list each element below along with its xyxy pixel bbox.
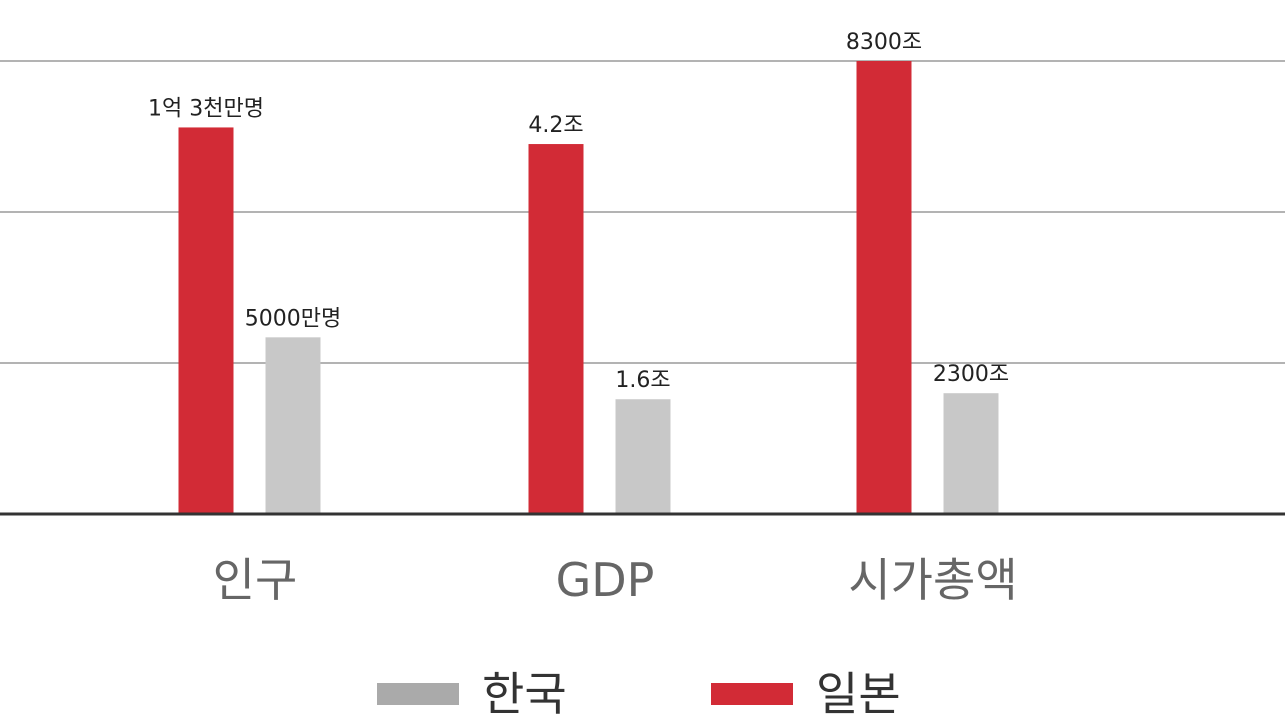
- category-label-1: GDP: [556, 553, 655, 607]
- bar-korea-2: [943, 393, 999, 514]
- legend: 한국 일본: [377, 667, 901, 721]
- bars: [178, 61, 999, 515]
- category-label-2: 시가총액: [848, 553, 1017, 607]
- bar-japan-0: [178, 127, 234, 514]
- data-labels: 1억 3천만명 4.2조 8300조 5000만명 1.6조 2300조: [148, 30, 1009, 393]
- data-label-korea-2: 2300조: [933, 362, 1009, 387]
- legend-label-1: 일본: [816, 667, 901, 721]
- bar-japan-1: [528, 144, 584, 515]
- data-label-korea-0: 5000만명: [245, 306, 341, 331]
- bar-korea-1: [615, 399, 671, 514]
- legend-label-0: 한국: [482, 667, 567, 721]
- bar-japan-2: [856, 61, 912, 514]
- category-labels: 인구 GDP 시가총액: [213, 553, 1018, 607]
- legend-swatch-1: [711, 683, 793, 705]
- category-label-0: 인구: [213, 553, 298, 607]
- data-label-japan-2: 8300조: [846, 30, 922, 55]
- data-label-japan-1: 4.2조: [528, 113, 583, 138]
- bar-korea-0: [265, 337, 321, 514]
- data-label-korea-1: 1.6조: [615, 368, 670, 393]
- data-label-japan-0: 1억 3천만명: [148, 96, 264, 121]
- legend-swatch-0: [377, 683, 459, 705]
